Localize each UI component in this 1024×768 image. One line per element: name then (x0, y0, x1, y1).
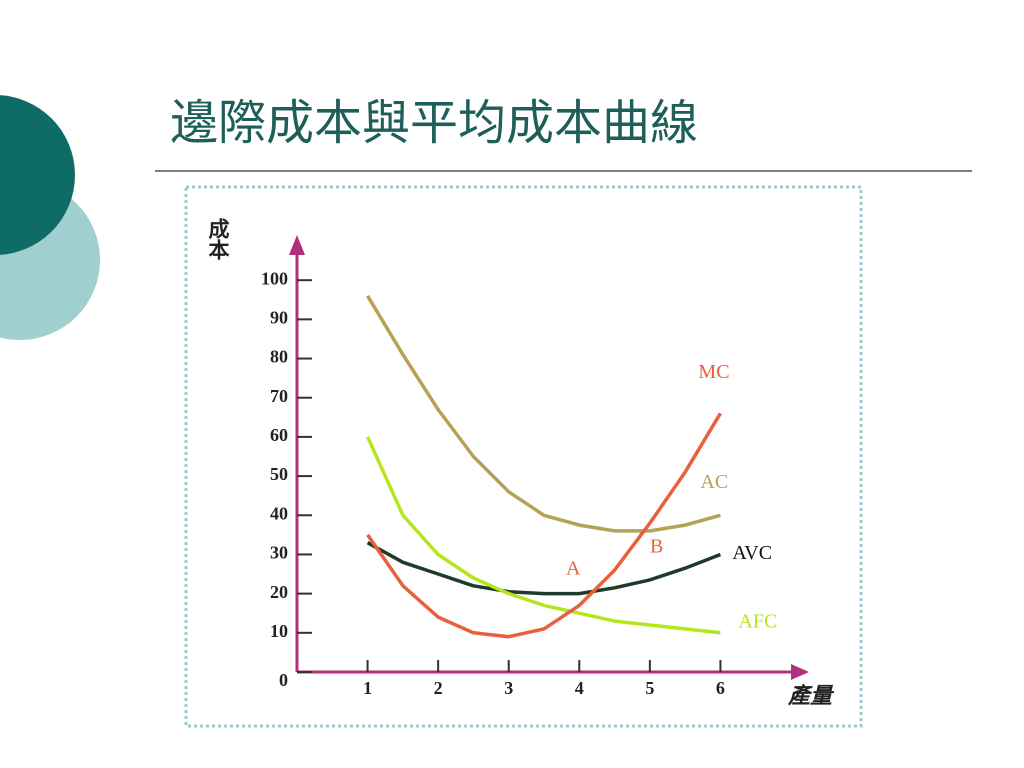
x-tick-label: 2 (434, 678, 443, 698)
y-axis-arrow (289, 235, 305, 255)
y-tick-label: 40 (270, 503, 288, 523)
y-tick-label: 0 (279, 670, 288, 690)
x-axis-arrow (791, 664, 809, 680)
decor-circle (0, 95, 75, 255)
series-label: AVC (732, 542, 772, 564)
series-line (366, 412, 722, 639)
series-label: AFC (738, 610, 777, 632)
x-axis-title: 產量 (787, 683, 835, 708)
x-tick-label: 4 (575, 678, 584, 698)
x-tick-label: 1 (363, 678, 372, 698)
y-axis-title: 成本 (206, 217, 230, 261)
series-label: MC (698, 361, 729, 383)
x-tick-label: 5 (645, 678, 654, 698)
series-line (366, 436, 721, 635)
series-label: AC (700, 471, 728, 493)
y-tick-label: 60 (270, 425, 288, 445)
y-tick-label: 90 (270, 307, 288, 327)
annotation: B (650, 536, 663, 558)
y-tick-label: 10 (270, 621, 288, 641)
y-tick-label: 30 (270, 543, 288, 563)
y-tick-label: 80 (270, 347, 288, 367)
y-tick-label: 20 (270, 582, 288, 602)
annotation: A (566, 558, 581, 580)
x-tick-label: 6 (716, 678, 725, 698)
y-tick-label: 100 (261, 268, 288, 288)
series-line (366, 294, 721, 533)
y-tick-label: 50 (270, 464, 288, 484)
chart-frame (184, 185, 863, 728)
slide-title: 邊際成本與平均成本曲線 (170, 97, 698, 150)
y-tick-label: 70 (270, 386, 288, 406)
x-tick-label: 3 (504, 678, 513, 698)
series-line (366, 541, 722, 596)
